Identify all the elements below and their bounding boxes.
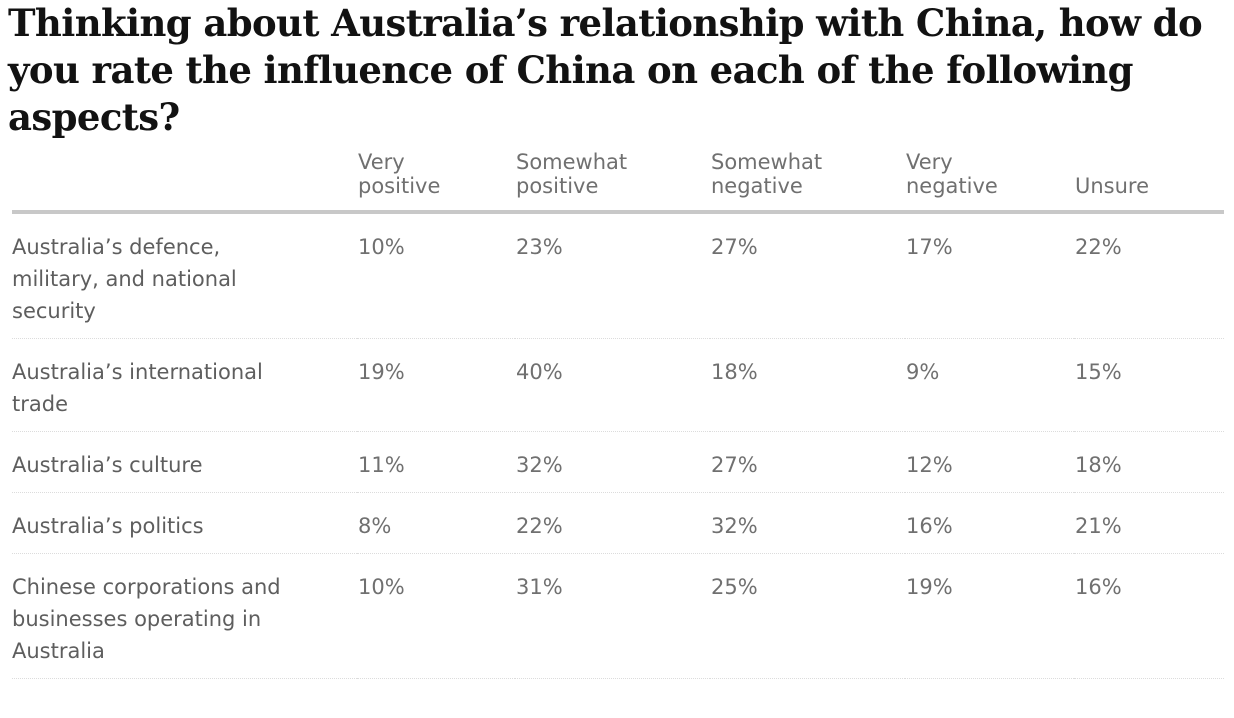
row-label: Australia’s culture xyxy=(12,432,357,493)
row-label: Australia’s international trade xyxy=(12,339,357,432)
row-label: Australia’s politics xyxy=(12,493,357,554)
cell-very-positive: 11% xyxy=(357,432,515,493)
cell-very-positive: 10% xyxy=(357,554,515,679)
cell-somewhat-positive: 23% xyxy=(515,214,710,339)
cell-very-positive: 10% xyxy=(357,214,515,339)
cell-somewhat-positive: 40% xyxy=(515,339,710,432)
cell-somewhat-negative: 18% xyxy=(710,339,905,432)
cell-unsure: 22% xyxy=(1074,214,1224,339)
cell-somewhat-positive: 32% xyxy=(515,432,710,493)
column-header-very-positive: Very positive xyxy=(357,150,515,214)
column-header-somewhat-positive: Somewhat positive xyxy=(515,150,710,214)
cell-somewhat-negative: 27% xyxy=(710,214,905,339)
column-header-label: Unsure xyxy=(1075,174,1150,198)
column-header-somewhat-negative: Somewhat negative xyxy=(710,150,905,214)
header-row: Very positive Somewhat positive Somewhat… xyxy=(12,150,1224,214)
column-header-label: Somewhat negative xyxy=(711,150,823,198)
cell-very-negative: 16% xyxy=(905,493,1074,554)
chart-title: Thinking about Australia’s relationship … xyxy=(8,1,1203,139)
table-row-trade: Australia’s international trade 19% 40% … xyxy=(12,339,1224,432)
table-row-corporations: Chinese corporations and businesses oper… xyxy=(12,554,1224,679)
column-header-very-negative: Very negative xyxy=(905,150,1074,214)
table-row-culture: Australia’s culture 11% 32% 27% 12% 18% xyxy=(12,432,1224,493)
cell-somewhat-positive: 31% xyxy=(515,554,710,679)
cell-very-positive: 8% xyxy=(357,493,515,554)
column-header-label: Somewhat positive xyxy=(516,150,628,198)
table-row-defence: Australia’s defence, military, and natio… xyxy=(12,214,1224,339)
cell-somewhat-negative: 25% xyxy=(710,554,905,679)
column-header-label: Very negative xyxy=(906,150,998,198)
column-header-aspect xyxy=(12,150,357,214)
cell-very-negative: 19% xyxy=(905,554,1074,679)
column-header-label: Very positive xyxy=(358,150,441,198)
row-label: Australia’s defence, military, and natio… xyxy=(12,214,357,339)
table-row-politics: Australia’s politics 8% 22% 32% 16% 21% xyxy=(12,493,1224,554)
cell-very-negative: 12% xyxy=(905,432,1074,493)
cell-somewhat-negative: 32% xyxy=(710,493,905,554)
cell-unsure: 16% xyxy=(1074,554,1224,679)
cell-very-negative: 17% xyxy=(905,214,1074,339)
cell-very-positive: 19% xyxy=(357,339,515,432)
cell-unsure: 21% xyxy=(1074,493,1224,554)
cell-unsure: 18% xyxy=(1074,432,1224,493)
cell-unsure: 15% xyxy=(1074,339,1224,432)
column-header-unsure: Unsure xyxy=(1074,150,1224,214)
cell-somewhat-positive: 22% xyxy=(515,493,710,554)
cell-very-negative: 9% xyxy=(905,339,1074,432)
row-label: Chinese corporations and businesses oper… xyxy=(12,554,357,679)
cell-somewhat-negative: 27% xyxy=(710,432,905,493)
results-table: Very positive Somewhat positive Somewhat… xyxy=(12,150,1224,679)
